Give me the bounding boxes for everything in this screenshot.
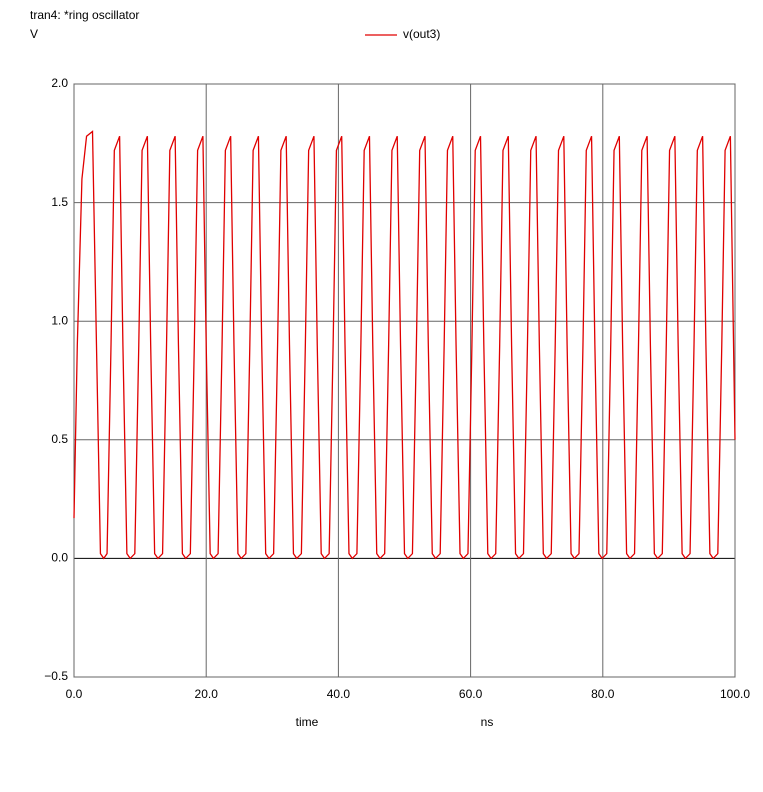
y-tick-label: 1.5 (51, 195, 68, 209)
x-tick-label: 60.0 (459, 687, 483, 701)
chart-title: tran4: *ring oscillator (30, 8, 139, 22)
y-tick-label: 1.0 (51, 313, 68, 327)
x-tick-label: 20.0 (195, 687, 219, 701)
x-tick-label: 0.0 (66, 687, 83, 701)
plot-frame (73, 83, 736, 678)
y-tick-label: 0.5 (51, 432, 68, 446)
y-axis-label: V (30, 27, 38, 41)
x-tick-label: 100.0 (720, 687, 750, 701)
legend-label: v(out3) (403, 27, 440, 41)
series-line (73, 130, 736, 560)
y-tick-label: 0.0 (51, 551, 68, 565)
y-tick-label: 2.0 (51, 76, 68, 90)
x-axis-unit: ns (481, 715, 494, 729)
y-tick-label: −0.5 (44, 669, 68, 683)
x-tick-label: 80.0 (591, 687, 615, 701)
x-axis-label: time (296, 715, 319, 729)
x-tick-label: 40.0 (327, 687, 351, 701)
